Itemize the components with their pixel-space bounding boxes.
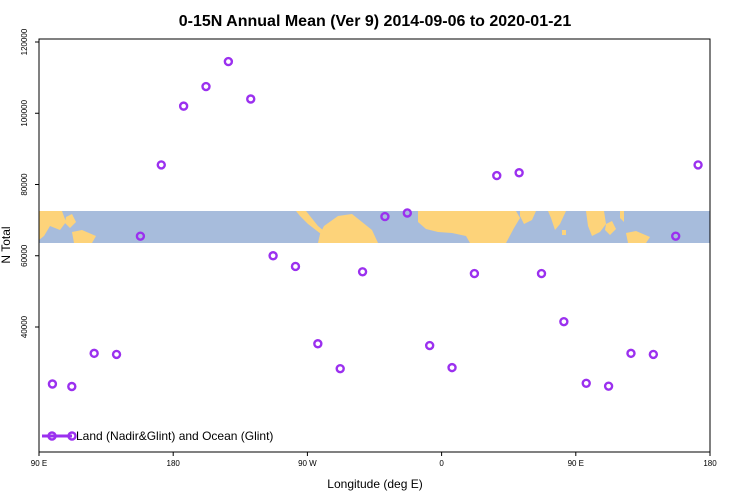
legend-marker-icon <box>47 431 57 441</box>
legend-label: Land (Nadir&Glint) and Ocean (Glint) <box>76 429 273 443</box>
land-africa <box>418 211 520 243</box>
data-point <box>111 349 122 360</box>
plot-frame <box>38 38 711 453</box>
data-point <box>424 340 435 351</box>
x-tick-label: 0 <box>439 459 444 468</box>
data-point <box>514 168 524 178</box>
land-borneo <box>65 214 76 228</box>
land-india <box>548 211 566 230</box>
data-point <box>47 379 58 389</box>
x-tick-label: 90 E <box>31 459 47 468</box>
data-point <box>671 231 681 241</box>
data-point <box>603 381 614 391</box>
land-philippines <box>620 211 624 222</box>
x-tick-label: 90 E <box>568 459 584 468</box>
y-axis-label: N Total <box>0 226 13 263</box>
data-point <box>178 101 189 111</box>
y-axis: 40000 60000 80000 100000 120000 <box>20 28 39 338</box>
data-point <box>290 261 301 272</box>
data-point <box>648 349 659 360</box>
land-southeast-asia <box>39 211 66 240</box>
data-point <box>469 268 480 279</box>
data-point <box>67 381 77 392</box>
y-tick-label: 100000 <box>20 99 29 126</box>
data-point <box>380 211 390 222</box>
data-point <box>201 81 211 92</box>
data-point <box>89 348 99 359</box>
x-tick-label: 90 W <box>298 459 317 468</box>
data-point <box>156 160 166 170</box>
x-tick-label: 180 <box>167 459 181 468</box>
legend: Land (Nadir&Glint) and Ocean (Glint) <box>42 429 273 443</box>
y-tick-label: 120000 <box>20 28 29 55</box>
data-points <box>47 56 703 392</box>
land-south-america <box>318 214 378 243</box>
data-point <box>357 267 368 277</box>
y-tick-label: 80000 <box>20 173 29 196</box>
data-point <box>536 268 547 279</box>
y-tick-label: 40000 <box>20 315 29 338</box>
land-new-guinea <box>72 230 96 243</box>
y-tick-label: 60000 <box>20 244 29 267</box>
land-borneo-2 <box>605 221 616 235</box>
map-band <box>39 211 710 243</box>
data-point <box>447 362 457 373</box>
data-point <box>313 339 323 349</box>
data-point <box>268 251 278 261</box>
land-southeast-asia-2 <box>586 211 606 236</box>
data-point <box>693 160 703 170</box>
land-sri-lanka <box>562 230 566 235</box>
data-point <box>402 208 413 218</box>
data-point <box>246 94 256 104</box>
x-axis: 90 E 180 90 W 0 90 E 180 <box>31 452 717 468</box>
data-point <box>135 231 146 241</box>
chart-title: 0-15N Annual Mean (Ver 9) 2014-09-06 to … <box>179 13 572 30</box>
data-point <box>559 316 569 327</box>
land-new-guinea-2 <box>626 231 650 243</box>
land-shapes <box>39 211 650 243</box>
data-point <box>626 348 636 359</box>
data-point <box>492 170 502 181</box>
data-point <box>581 378 591 388</box>
data-point <box>223 56 234 67</box>
data-point <box>335 363 345 374</box>
land-arabia <box>520 211 536 224</box>
land-central-america <box>296 211 324 234</box>
x-tick-label: 180 <box>703 459 717 468</box>
x-axis-label: Longitude (deg E) <box>327 477 422 491</box>
legend-marker-icon <box>67 431 77 441</box>
